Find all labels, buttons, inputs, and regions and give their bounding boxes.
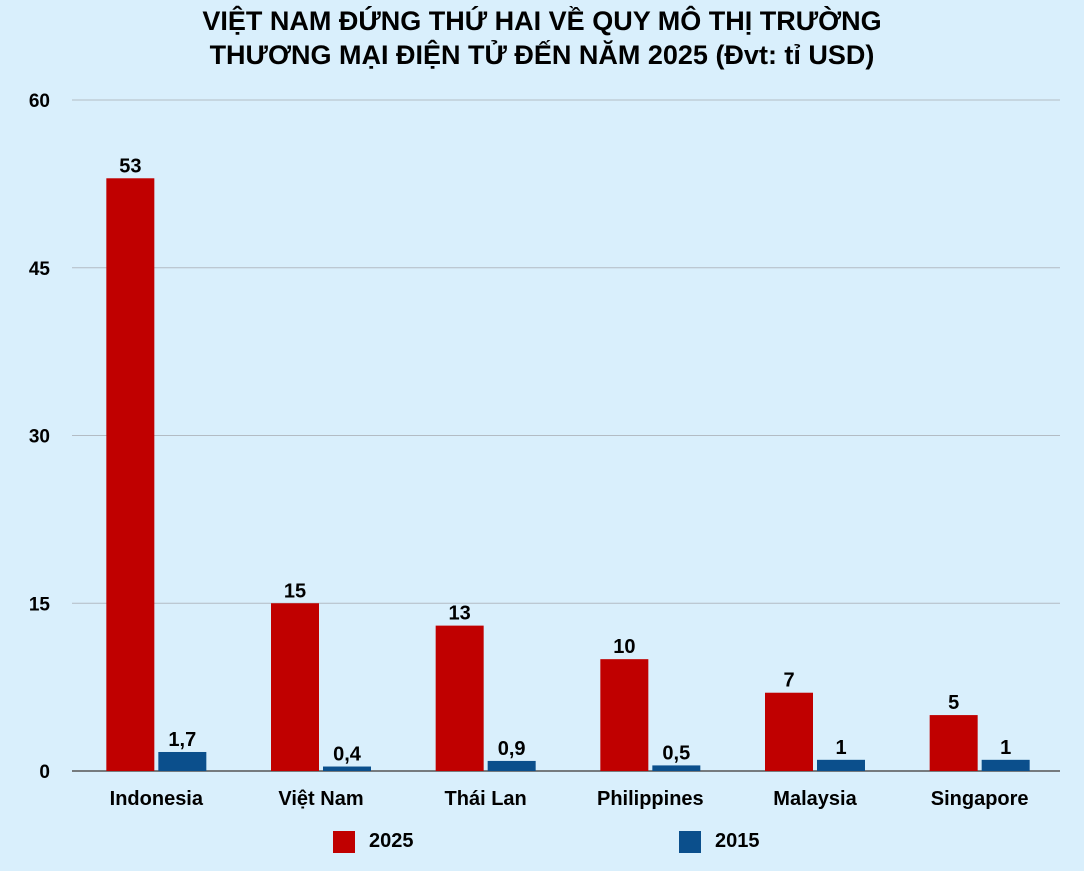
data-label: 13 bbox=[449, 603, 471, 625]
bar-2025 bbox=[929, 715, 978, 771]
x-tick-label: Singapore bbox=[931, 788, 1029, 810]
y-tick-label: 60 bbox=[29, 91, 50, 112]
x-tick-label: Việt Nam bbox=[278, 788, 363, 810]
bar-2015 bbox=[158, 751, 207, 771]
bar-2025 bbox=[271, 603, 319, 771]
bar-2025 bbox=[765, 692, 813, 771]
data-label: 15 bbox=[284, 580, 306, 602]
legend-label-2025: 2025 bbox=[369, 830, 414, 852]
bar-2015 bbox=[817, 759, 865, 771]
y-tick-label: 30 bbox=[29, 427, 50, 448]
x-tick-label: Malaysia bbox=[773, 788, 857, 810]
legend-label-2015: 2015 bbox=[715, 830, 760, 852]
data-label: 1 bbox=[1000, 737, 1011, 759]
bar-2015 bbox=[323, 766, 371, 771]
y-tick-label: 45 bbox=[29, 259, 51, 280]
chart-title-line-1: VIỆT NAM ĐỨNG THỨ HAI VỀ QUY MÔ THỊ TRƯỜ… bbox=[202, 6, 882, 36]
data-label: 5 bbox=[948, 692, 959, 714]
chart-title: VIỆT NAM ĐỨNG THỨ HAI VỀ QUY MÔ THỊ TRƯỜ… bbox=[0, 4, 1084, 72]
x-tick-label: Thái Lan bbox=[445, 788, 527, 810]
data-label: 0,5 bbox=[662, 742, 690, 764]
y-tick-label: 0 bbox=[39, 762, 50, 783]
data-label: 10 bbox=[613, 636, 635, 658]
data-label: 0,4 bbox=[333, 744, 362, 766]
legend-item-2015: 2015 bbox=[679, 830, 760, 853]
bar-2025 bbox=[600, 659, 649, 771]
data-label: 1,7 bbox=[168, 729, 196, 751]
bar-2015 bbox=[487, 760, 536, 771]
x-tick-label: Philippines bbox=[597, 788, 704, 810]
legend-swatch-2015 bbox=[679, 830, 701, 853]
data-label: 7 bbox=[783, 670, 794, 692]
bar-2015 bbox=[652, 765, 701, 771]
data-label: 53 bbox=[119, 155, 141, 177]
chart-title-line-2: THƯƠNG MẠI ĐIỆN TỬ ĐẾN NĂM 2025 (Đvt: tỉ… bbox=[209, 40, 875, 70]
bar-2015 bbox=[981, 759, 1030, 771]
bar-2025 bbox=[435, 625, 484, 771]
bar-2025 bbox=[106, 178, 155, 772]
data-label: 0,9 bbox=[498, 738, 526, 760]
x-tick-label: Indonesia bbox=[110, 788, 204, 810]
legend-swatch-2025 bbox=[333, 830, 355, 853]
y-tick-label: 15 bbox=[29, 594, 51, 615]
data-label: 1 bbox=[835, 737, 846, 759]
legend-item-2025: 2025 bbox=[333, 830, 414, 853]
